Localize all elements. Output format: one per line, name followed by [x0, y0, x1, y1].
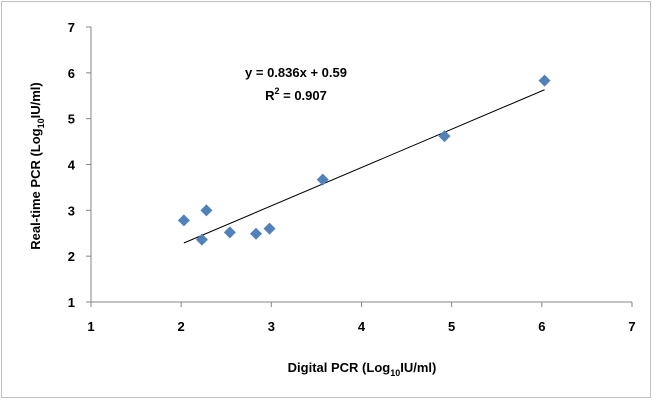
- y-tick-label: 4: [68, 158, 76, 173]
- y-tick-label: 7: [68, 20, 75, 35]
- x-tick-label: 4: [358, 319, 366, 334]
- x-tick-label: 5: [448, 319, 455, 334]
- x-tick-label: 6: [538, 319, 545, 334]
- data-point: [177, 214, 190, 227]
- y-tick-label: 1: [68, 295, 75, 310]
- x-tick-label: 2: [178, 319, 185, 334]
- data-point: [195, 233, 208, 246]
- y-tick-label: 5: [68, 112, 75, 127]
- x-axis-label: Digital PCR (Log10IU/ml): [288, 360, 437, 378]
- y-axis-label: Real-time PCR (Log10IU/ml): [28, 82, 46, 249]
- data-point: [250, 227, 263, 240]
- data-point: [538, 74, 551, 87]
- data-point: [223, 226, 236, 239]
- data-point: [200, 204, 213, 217]
- r-squared-label: R2 = 0.907: [265, 86, 327, 103]
- data-points: [177, 74, 551, 246]
- trendline-equation: y = 0.836x + 0.59: [245, 65, 347, 80]
- x-tick-label: 1: [87, 319, 94, 334]
- y-ticks: 1 2 3 4 5 6 7: [68, 20, 91, 310]
- x-tick-label: 3: [268, 319, 275, 334]
- data-point: [316, 173, 329, 186]
- x-ticks: 1 2 3 4 5 6 7: [87, 302, 636, 334]
- y-tick-label: 6: [68, 66, 75, 81]
- y-tick-label: 3: [68, 203, 75, 218]
- x-tick-label: 7: [628, 319, 635, 334]
- y-tick-label: 2: [68, 249, 75, 264]
- trendline: [183, 89, 545, 244]
- data-point: [263, 222, 276, 235]
- axes: [90, 27, 632, 303]
- data-point: [438, 130, 451, 143]
